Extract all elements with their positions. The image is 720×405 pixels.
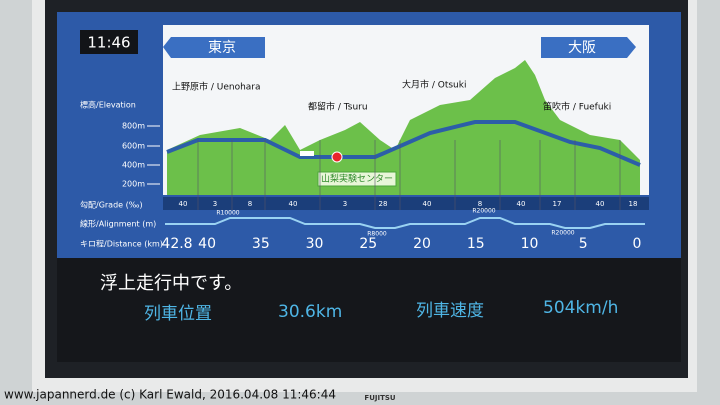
distance: 20: [413, 236, 431, 252]
elevation-tick: 600m: [122, 142, 145, 151]
station-box: [317, 171, 397, 187]
brand: FUJITSU: [364, 394, 395, 402]
distance: 10: [521, 236, 539, 252]
terrain: [167, 60, 640, 195]
speed-label: 列車速度: [416, 301, 484, 321]
grade: 40: [596, 200, 605, 208]
grade: 40: [289, 200, 298, 208]
elevation-tick: 800m: [122, 122, 145, 131]
grade: 8: [248, 200, 252, 208]
city: 笛吹市 / Fuefuki: [543, 101, 611, 113]
grade: 3: [213, 200, 217, 208]
train: [300, 151, 314, 156]
distance-label: キロ程/Distance (km): [80, 240, 163, 249]
arrow-right: [541, 37, 636, 58]
distance: 42.8: [161, 236, 192, 252]
city: 都留市 / Tsuru: [308, 101, 368, 113]
grade-strip: [163, 197, 649, 210]
grade: 3: [343, 200, 347, 208]
clock: 11:46: [87, 34, 130, 52]
elevation-label: 標高/Elevation: [80, 100, 136, 110]
clock-box: [80, 30, 138, 54]
station: 山梨実験センター: [321, 173, 393, 185]
grade: 40: [517, 200, 526, 208]
speed: 504km/h: [543, 298, 618, 318]
city: 上野原市 / Uenohara: [172, 81, 261, 93]
alignment: R10000: [216, 210, 239, 217]
track: [166, 120, 641, 167]
grade: 18: [629, 200, 638, 208]
distance: 35: [252, 236, 270, 252]
distance: 0: [633, 236, 642, 252]
position: 30.6km: [278, 302, 342, 322]
to: 大阪: [568, 40, 596, 56]
alignment: R20000: [551, 230, 574, 237]
alignment: R8000: [367, 231, 387, 238]
watermark: www.japannerd.de (c) Karl Ewald, 2016.04…: [4, 388, 336, 402]
grade-label: 勾配/Grade (‰): [80, 200, 143, 210]
distance: 40: [198, 236, 216, 252]
alignment-label: 線形/Alignment (m): [80, 219, 156, 229]
screen-bottom: [57, 258, 681, 362]
city: 大月市 / Otsuki: [402, 79, 466, 91]
elevation-tick: 200m: [122, 180, 145, 189]
distance: 15: [467, 236, 485, 252]
alignment-line: [165, 217, 645, 229]
from: 東京: [208, 40, 236, 56]
alignment: R20000: [472, 208, 495, 215]
grade: 40: [179, 200, 188, 208]
position-label: 列車位置: [144, 304, 212, 324]
train-position: [331, 151, 343, 163]
grade: 17: [553, 200, 562, 208]
arrow-left: [163, 37, 265, 58]
elevation-tick: 400m: [122, 161, 145, 170]
grade: 8: [478, 200, 482, 208]
grade: 28: [379, 200, 388, 208]
distance: 30: [306, 236, 324, 252]
distance: 25: [359, 236, 377, 252]
status: 浮上走行中です。: [100, 273, 242, 294]
grade: 40: [423, 200, 432, 208]
distance: 5: [579, 236, 588, 252]
